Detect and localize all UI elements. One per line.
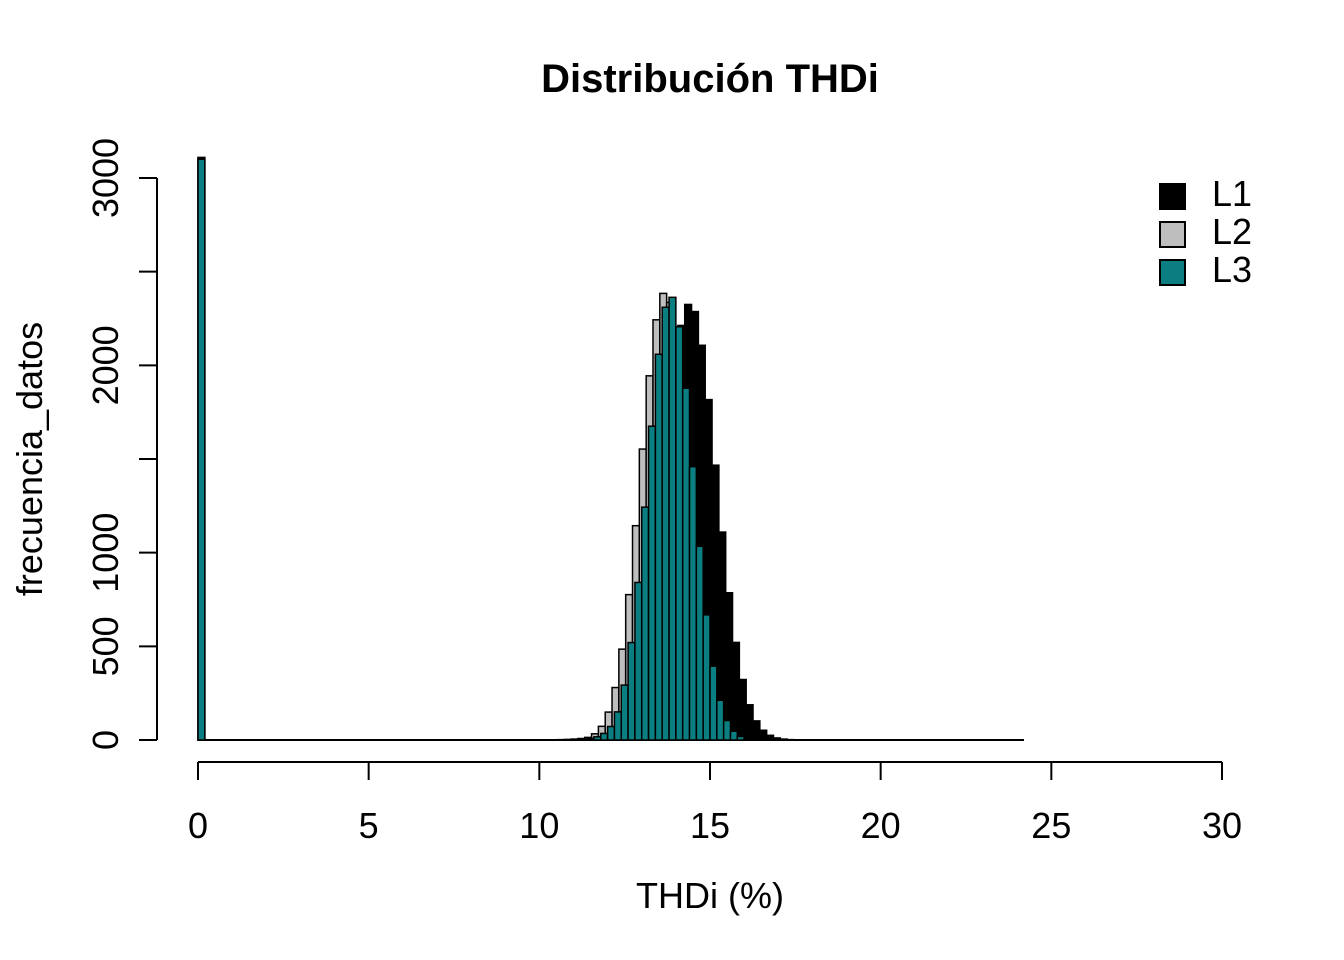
hist-bar-l3-4 (586, 737, 595, 741)
hist-bar-l3-27 (743, 737, 752, 741)
legend-swatch-l1 (1159, 183, 1186, 210)
legend: L1 L2 L3 (1159, 173, 1252, 290)
y-tick-label-3000: 3000 (85, 138, 126, 218)
y-tick-label-1000: 1000 (85, 513, 126, 593)
hist-bar-l3-10 (627, 641, 636, 741)
hist-bar-l3-25 (729, 730, 739, 741)
hist-bar-l1-27 (745, 704, 754, 741)
legend-label-l1: L1 (1212, 173, 1252, 214)
hist-bar-l3-18 (681, 387, 691, 741)
y-tick-label-0: 0 (85, 730, 126, 750)
hist-bar-l3-5 (593, 736, 602, 741)
legend-swatch-l3 (1159, 259, 1186, 286)
hist-bar-l3-17 (675, 325, 684, 741)
hist-bar-l3-16 (668, 296, 677, 741)
hist-bar-l3-19 (688, 465, 698, 741)
legend-swatch-l2 (1159, 221, 1186, 248)
hist-bar-l3-14 (654, 353, 663, 741)
legend-label-l3: L3 (1212, 249, 1252, 290)
chart-title: Distribución THDi (541, 57, 879, 101)
hist-bar-l3-23 (716, 699, 725, 741)
hist-bar-l1-31 (772, 737, 782, 741)
hist-bar-l1-32 (779, 738, 788, 741)
hist-bar-l3-15 (661, 306, 670, 741)
hist-bar-l3-21 (702, 614, 711, 741)
legend-label-l2: L2 (1212, 211, 1252, 252)
y-axis-title: frecuencia_datos (9, 322, 50, 596)
hist-bar-l1-24 (724, 592, 734, 741)
x-tick-label-30: 30 (1202, 805, 1242, 846)
hist-bar-l3-20 (695, 545, 704, 741)
hist-bar-l3-12 (640, 506, 650, 741)
x-tick-label-20: 20 (861, 805, 901, 846)
hist-bar-l3-9 (620, 684, 629, 741)
hist-bar-l1-28 (752, 720, 761, 741)
x-axis-title: THDi (%) (636, 875, 784, 916)
hist-spike-l3 (197, 158, 206, 741)
hist-bar-l1-25 (731, 641, 741, 741)
hist-bar-l3-22 (709, 665, 718, 741)
y-tick-label-2000: 2000 (85, 325, 126, 405)
hist-bar-l3-11 (634, 581, 643, 741)
hist-bar-l3-26 (736, 735, 745, 741)
hist-bar-l1-26 (738, 678, 747, 741)
hist-bar-l3-7 (606, 725, 616, 741)
x-tick-label-25: 25 (1031, 805, 1071, 846)
hist-bar-l3-8 (613, 711, 623, 741)
hist-bar-l3-3 (579, 738, 588, 741)
x-tick-label-10: 10 (519, 805, 559, 846)
x-tick-label-15: 15 (690, 805, 730, 846)
hist-bar-l3-13 (647, 425, 657, 741)
y-tick-label-500: 500 (85, 616, 126, 676)
hist-bar-l1-29 (759, 729, 768, 741)
hist-bar-l3-6 (600, 732, 609, 741)
x-tick-label-5: 5 (359, 805, 379, 846)
hist-bar-l3-24 (722, 719, 732, 741)
hist-bar-l3-2 (572, 738, 582, 741)
x-tick-label-0: 0 (188, 805, 208, 846)
hist-bar-l1-30 (765, 734, 775, 741)
